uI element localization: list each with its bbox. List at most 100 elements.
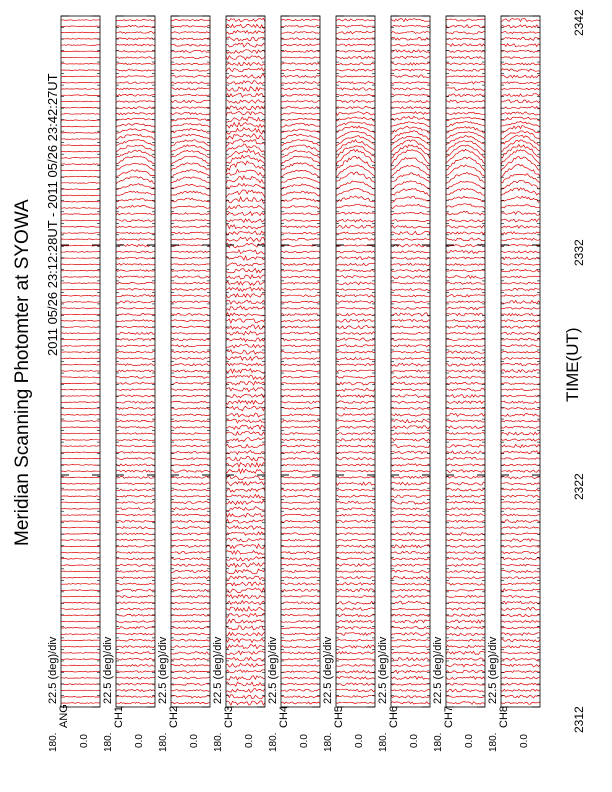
trace-line (335, 400, 376, 404)
trace-line (115, 133, 156, 141)
trace-line (500, 143, 541, 159)
trace-line (115, 198, 156, 203)
trace-line (280, 176, 321, 184)
trace-line (115, 432, 156, 435)
trace-line (335, 130, 376, 141)
trace-line (225, 474, 266, 481)
trace-line (390, 144, 431, 159)
trace-line (115, 701, 156, 705)
trace-line (225, 581, 266, 587)
trace-line (280, 319, 321, 323)
trace-line (500, 250, 541, 254)
trace-line (445, 187, 486, 196)
trace-line (115, 117, 156, 122)
x-tick-label: 2322 (572, 473, 586, 500)
trace-line (115, 544, 156, 548)
trace-line (225, 650, 266, 656)
channel-label: CH1 (113, 706, 125, 728)
trace-line (445, 538, 486, 542)
trace-line (390, 664, 431, 667)
trace-line (500, 87, 541, 91)
trace-line (115, 382, 156, 385)
trace-line (225, 293, 266, 299)
trace-line (390, 481, 431, 486)
trace-line (390, 626, 431, 629)
trace-line (60, 351, 101, 353)
trace-line (225, 210, 266, 217)
trace-line (115, 419, 156, 423)
trace-line (170, 413, 211, 416)
trace-line (280, 400, 321, 404)
trace-line (500, 556, 541, 561)
trace-line (115, 123, 156, 128)
trace-line (500, 180, 541, 191)
trace-line (280, 18, 321, 22)
trace-line (500, 74, 541, 79)
trace-line (115, 344, 156, 347)
trace-line (500, 187, 541, 196)
trace-line (170, 338, 211, 341)
trace-line (170, 576, 211, 580)
trace-line (280, 689, 321, 692)
trace-line (445, 457, 486, 461)
trace-line (280, 614, 321, 617)
trace-line (170, 595, 211, 598)
trace-line (280, 375, 321, 379)
y-max-label: 180. (48, 733, 59, 752)
trace-line (335, 250, 376, 254)
trace-line (445, 312, 486, 317)
trace-line (500, 218, 540, 223)
channel-label: CH2 (168, 706, 180, 728)
trace-line (335, 312, 376, 317)
trace-line (335, 481, 376, 486)
trace-line (60, 332, 101, 335)
x-tick-label: 2312 (572, 706, 586, 733)
trace-line (115, 407, 156, 410)
trace-line (225, 49, 266, 55)
trace-line (116, 275, 156, 279)
trace-line (115, 620, 156, 623)
trace-line (115, 426, 156, 429)
trace-line (115, 657, 156, 661)
trace-line (60, 25, 101, 27)
trace-line (280, 676, 321, 680)
trace-line (390, 432, 431, 436)
trace-line (225, 311, 266, 318)
trace-line (500, 256, 541, 261)
trace-line (390, 274, 431, 279)
trace-line (170, 507, 211, 511)
trace-line (115, 212, 156, 216)
trace-line (390, 31, 431, 34)
trace-line (116, 525, 156, 530)
trace-line (390, 172, 431, 184)
trace-line (60, 157, 101, 159)
trace-line (390, 62, 430, 66)
trace-line (390, 582, 431, 586)
trace-line (60, 257, 101, 259)
panel-ch5: 22.5 (deg)/div CH5 180. 0.0 (322, 15, 376, 752)
trace-line (115, 388, 156, 391)
trace-line (335, 701, 376, 705)
trace-line (115, 176, 156, 185)
trace-line (335, 664, 376, 667)
trace-line (390, 450, 431, 455)
trace-line (280, 701, 321, 705)
trace-line (500, 469, 541, 473)
trace-line (170, 551, 211, 555)
trace-line (225, 443, 266, 449)
trace-line (170, 225, 211, 229)
trace-line (500, 425, 541, 429)
trace-line (500, 620, 541, 623)
trace-line (335, 607, 376, 611)
trace-line (335, 138, 376, 153)
trace-line (500, 362, 541, 367)
trace-line (170, 169, 211, 178)
trace-line (280, 128, 321, 134)
trace-line (390, 538, 431, 542)
trace-line (60, 633, 101, 635)
trace-line (335, 425, 376, 429)
trace-line (170, 176, 211, 184)
trace-line (280, 557, 321, 561)
trace-line (225, 337, 266, 343)
trace-line (170, 287, 211, 291)
